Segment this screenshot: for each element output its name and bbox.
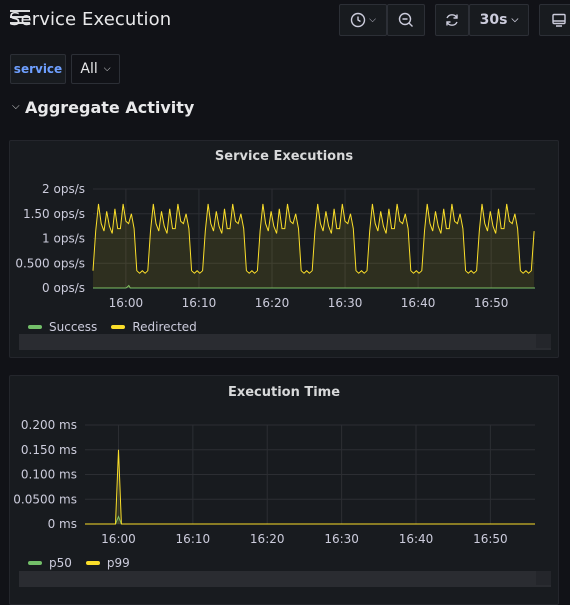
legend-item-success[interactable]: Success — [28, 320, 97, 334]
x-tick-label: 16:40 — [399, 532, 434, 546]
legend-swatch — [28, 325, 42, 329]
y-tick-label: 1 ops/s — [42, 232, 85, 246]
series-line-p99 — [85, 449, 535, 525]
y-tick-label: 0 ops/s — [42, 281, 85, 295]
series-line-success — [93, 284, 535, 289]
x-tick-label: 16:20 — [250, 532, 285, 546]
zoom-out-icon — [398, 12, 413, 27]
service-executions-panel: Service Executions 0 ops/s 0.500 ops/s 1 o… — [9, 140, 559, 358]
legend-scrollbar[interactable] — [19, 571, 551, 587]
y-tick-label: 0.100 ms — [21, 468, 77, 482]
y-tick-label: 1.50 ops/s — [23, 207, 85, 221]
y-tick-label: 0.200 ms — [21, 418, 77, 432]
y-tick-label: 0.500 ops/s — [15, 256, 85, 270]
y-tick-label: 0 ms — [48, 517, 77, 531]
row-collapse-chevron-icon[interactable]: ⌵ — [12, 101, 20, 112]
legend-item-redirected[interactable]: Redirected — [111, 320, 197, 334]
variable-label-service: service — [10, 54, 66, 84]
service-executions-chart: 0 ops/s 0.500 ops/s 1 ops/s 1.50 ops/s 2 ops… — [15, 182, 535, 310]
execution-time-panel: Execution Time 0 ms 0.0500 ms 0.100 ms 0.15… — [9, 375, 559, 605]
refresh-button[interactable] — [435, 4, 469, 36]
refresh-icon — [446, 14, 458, 26]
scrollbar-thumb[interactable] — [536, 571, 551, 585]
clock-icon — [350, 12, 366, 28]
execution-time-chart: 0 ms 0.0500 ms 0.100 ms 0.150 ms 0.200 ms 16:… — [13, 418, 535, 546]
variable-value: All — [80, 61, 98, 77]
x-tick-label: 16:40 — [401, 296, 436, 310]
x-tick-label: 16:10 — [182, 296, 217, 310]
legend-swatch — [85, 561, 100, 565]
panel-title[interactable]: Execution Time — [227, 385, 341, 400]
monitor-icon — [552, 13, 566, 27]
hamburger-icon[interactable] — [10, 10, 32, 26]
legend-item-p99[interactable]: p99 — [85, 556, 130, 570]
y-tick-label: 0.0500 ms — [13, 492, 77, 506]
service-variable-select[interactable]: All ⌵ — [71, 54, 120, 84]
x-tick-label: 16:30 — [324, 532, 359, 546]
x-tick-label: 16:10 — [176, 532, 211, 546]
tv-mode-button[interactable] — [539, 4, 570, 36]
page-title: Service Execution — [9, 9, 172, 30]
legend-item-p50[interactable]: p50 — [28, 556, 72, 570]
series-area-p50 — [85, 516, 535, 524]
chart-legend: p50 p99 — [28, 556, 130, 570]
x-tick-label: 16:00 — [109, 296, 144, 310]
legend-label: Success — [49, 320, 98, 334]
legend-scrollbar[interactable] — [19, 334, 551, 350]
chevron-down-icon: ⌵ — [369, 15, 376, 25]
legend-label: p50 — [49, 556, 72, 570]
x-tick-label: 16:20 — [255, 296, 290, 310]
row-title[interactable]: Aggregate Activity — [25, 98, 195, 117]
series-line-p50 — [85, 515, 535, 525]
chart-legend: Success Redirected — [28, 320, 197, 334]
legend-swatch — [111, 325, 126, 329]
zoom-out-button[interactable] — [387, 4, 425, 36]
refresh-interval-picker[interactable]: 30s ⌵ — [469, 4, 529, 36]
x-tick-label: 16:30 — [328, 296, 363, 310]
x-tick-label: 16:00 — [101, 532, 136, 546]
panel-title[interactable]: Service Executions — [214, 149, 354, 164]
legend-label: Redirected — [132, 320, 197, 334]
legend-swatch — [28, 561, 42, 565]
y-tick-label: 2 ops/s — [42, 182, 85, 196]
time-picker-button[interactable]: ⌵ — [339, 4, 387, 36]
x-tick-label: 16:50 — [474, 296, 509, 310]
chevron-down-icon: ⌵ — [511, 15, 519, 25]
scrollbar-thumb[interactable] — [536, 334, 551, 348]
series-line-redirected — [92, 203, 535, 274]
chevron-down-icon: ⌵ — [103, 64, 111, 74]
y-tick-label: 0.150 ms — [21, 443, 77, 457]
refresh-interval-value: 30s — [479, 12, 508, 28]
legend-label: p99 — [106, 556, 130, 570]
series-area-p99 — [85, 449, 535, 524]
x-tick-label: 16:50 — [473, 532, 508, 546]
